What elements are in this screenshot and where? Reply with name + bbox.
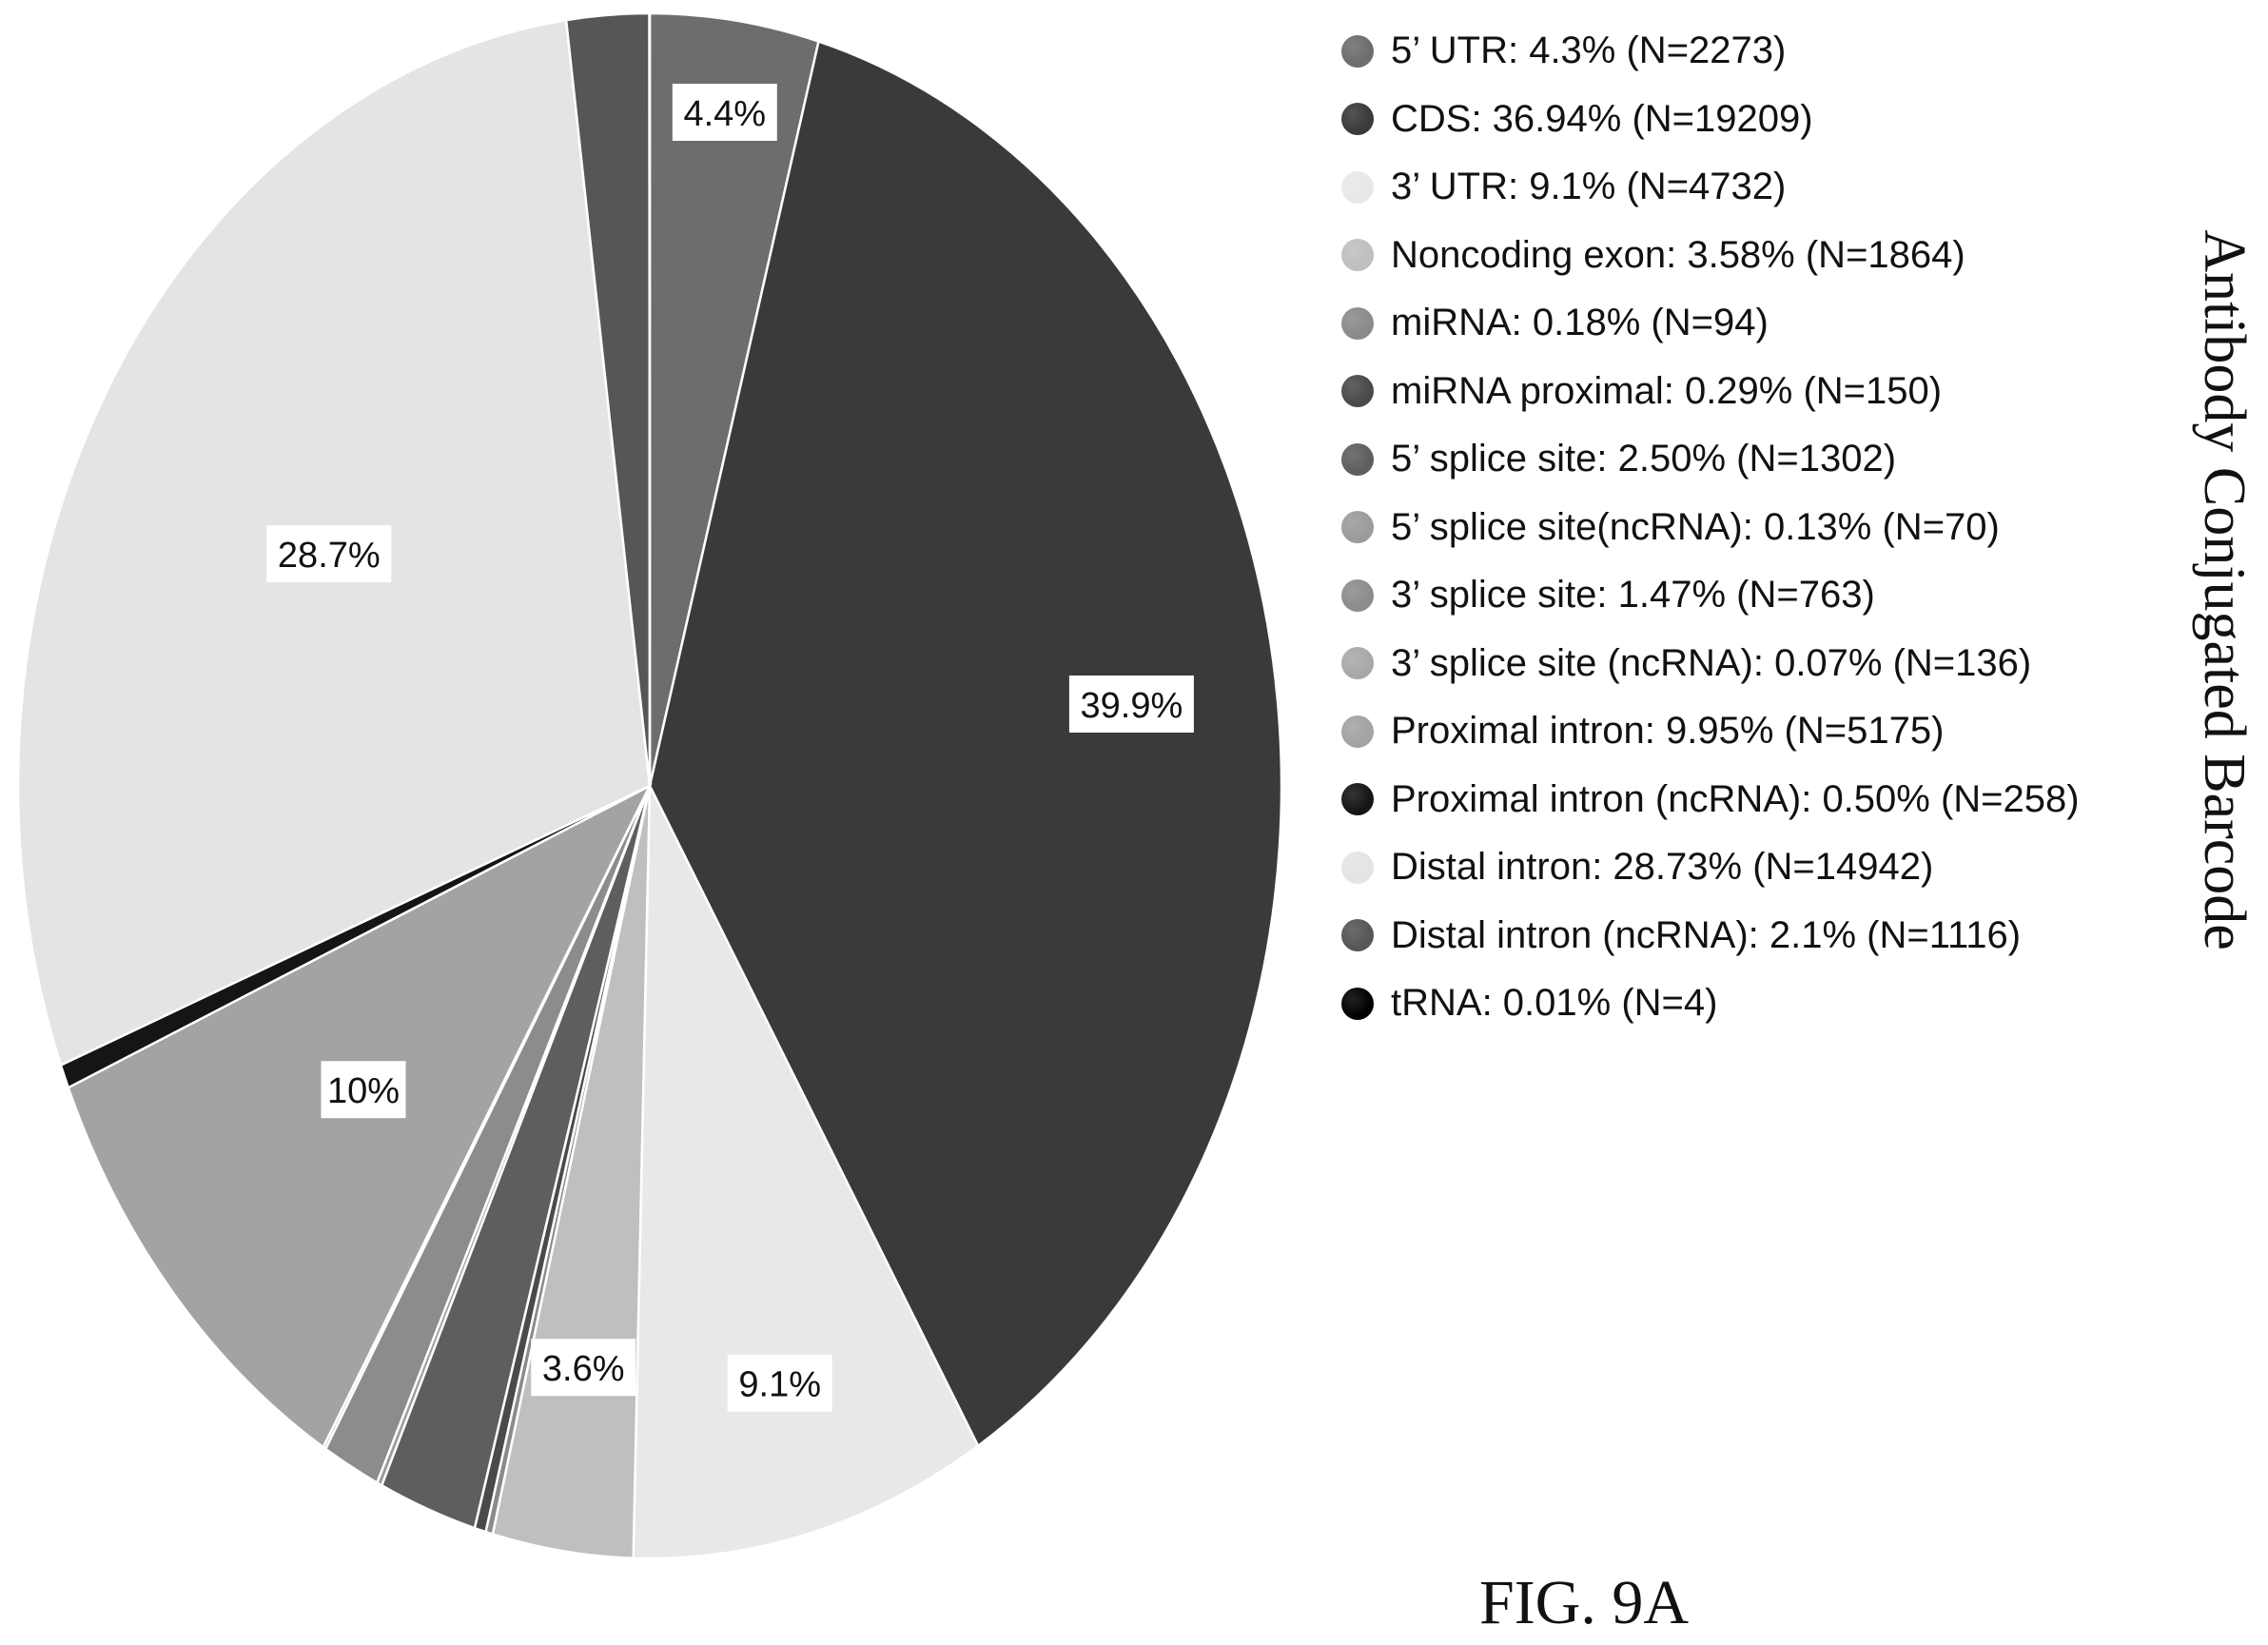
legend-swatch-icon [1341,578,1374,612]
legend-label: Distal intron (ncRNA): 2.1% (N=1116) [1391,913,2022,956]
legend-item: Proximal intron (ncRNA): 0.50% (N=258) [1341,766,2080,834]
legend-swatch-icon [1341,783,1374,816]
legend-label: miRNA proximal: 0.29% (N=150) [1391,369,1943,412]
data-label-text: 28.7% [278,536,381,576]
legend-item: 3’ splice site (ncRNA): 0.07% (N=136) [1341,630,2080,698]
legend-label: 5’ splice site: 2.50% (N=1302) [1391,438,1897,480]
slice-data-label: 28.7% [266,525,392,583]
legend-item: Noncoding exon: 3.58% (N=1864) [1341,222,2080,290]
legend-label: 3’ UTR: 9.1% (N=4732) [1391,166,1787,208]
data-label-box [321,1061,406,1119]
legend-item: Distal intron (ncRNA): 2.1% (N=1116) [1341,902,2080,970]
legend-item: Distal intron: 28.73% (N=14942) [1341,833,2080,902]
legend-item: tRNA: 0.01% (N=4) [1341,969,2080,1038]
legend-item: 5’ splice site: 2.50% (N=1302) [1341,425,2080,494]
slice-data-label: 3.6% [531,1339,636,1397]
legend-item: 5’ splice site(ncRNA): 0.13% (N=70) [1341,494,2080,562]
legend-label: 5’ splice site(ncRNA): 0.13% (N=70) [1391,505,2000,548]
data-label-box [266,525,392,583]
data-label-text: 10% [327,1071,400,1111]
legend-item: CDS: 36.94% (N=19209) [1341,86,2080,154]
legend-label: 3’ splice site: 1.47% (N=763) [1391,574,1875,617]
pie-slice [632,785,980,1560]
legend-label: Noncoding exon: 3.58% (N=1864) [1391,233,1965,276]
legend-swatch-icon [1341,170,1374,204]
slice-data-label: 39.9% [1068,676,1194,733]
legend-item: 3’ splice site: 1.47% (N=763) [1341,561,2080,630]
slice-data-label: 4.4% [672,84,777,141]
legend-swatch-icon [1341,647,1374,680]
legend-swatch-icon [1341,239,1374,272]
data-label-box [727,1354,832,1412]
legend-label: miRNA: 0.18% (N=94) [1391,302,1769,344]
legend-swatch-icon [1341,375,1374,408]
pie-slice [648,11,820,787]
legend-label: Proximal intron: 9.95% (N=5175) [1391,710,1945,753]
pie-slice [648,39,1283,1448]
legend-swatch-icon [1341,511,1374,544]
legend-label: Distal intron: 28.73% (N=14942) [1391,846,1934,889]
legend-label: 3’ splice site (ncRNA): 0.07% (N=136) [1391,641,2032,684]
legend-swatch-icon [1341,919,1374,952]
legend-label: tRNA: 0.01% (N=4) [1391,982,1718,1025]
data-label-text: 39.9% [1081,686,1183,726]
legend-swatch-icon [1341,34,1374,68]
data-label-box [531,1339,636,1397]
data-label-box [672,84,777,141]
legend-label: Proximal intron (ncRNA): 0.50% (N=258) [1391,777,2080,820]
legend-swatch-icon [1341,442,1374,476]
data-label-text: 9.1% [738,1365,821,1405]
legend-swatch-icon [1341,987,1374,1020]
legend-item: Proximal intron: 9.95% (N=5175) [1341,697,2080,766]
legend-item: 3’ UTR: 9.1% (N=4732) [1341,153,2080,222]
data-label-box [1068,676,1194,733]
chart-title: Antibody Conjugated Barcode [2192,229,2257,950]
figure-caption: FIG. 9A [1479,1568,1690,1637]
legend-swatch-icon [1341,715,1374,748]
legend-item: miRNA proximal: 0.29% (N=150) [1341,358,2080,426]
slice-data-label: 10% [321,1061,406,1119]
pie-chart: 4.4% 39.9% 9.1% 3.6% 10% 28.7% [16,11,1283,1560]
chart-legend: 5’ UTR: 4.3% (N=2273) CDS: 36.94% (N=1920… [1341,17,2080,1038]
legend-label: CDS: 36.94% (N=19209) [1391,97,1813,140]
data-label-text: 4.4% [683,94,766,134]
legend-label: 5’ UTR: 4.3% (N=2273) [1391,29,1787,72]
legend-item: miRNA: 0.18% (N=94) [1341,289,2080,358]
data-label-text: 3.6% [542,1349,625,1389]
legend-swatch-icon [1341,306,1374,340]
legend-swatch-icon [1341,851,1374,884]
legend-swatch-icon [1341,103,1374,136]
legend-item: 5’ UTR: 4.3% (N=2273) [1341,17,2080,86]
slice-data-label: 9.1% [727,1354,832,1412]
